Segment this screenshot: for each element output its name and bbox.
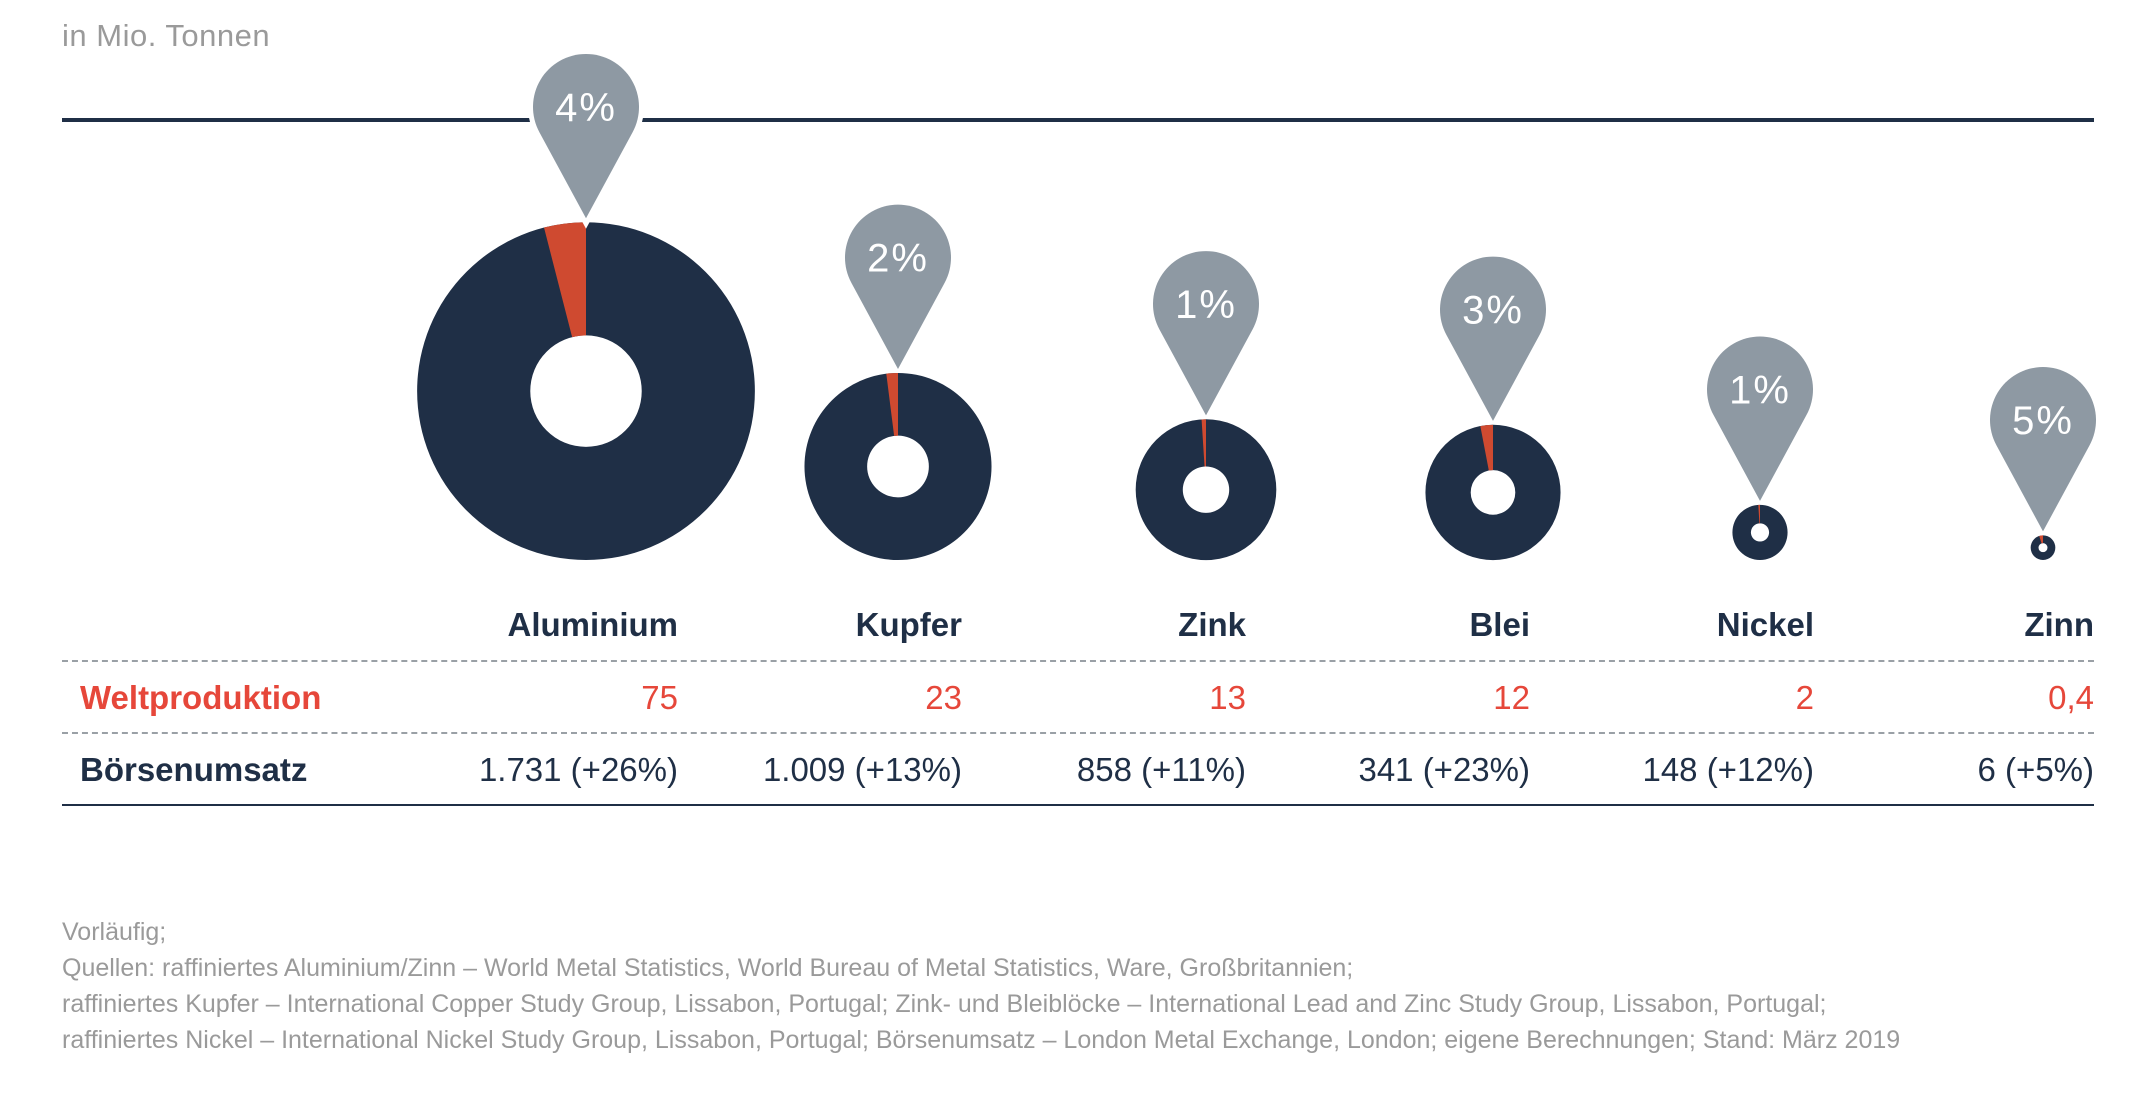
- production-value: 13: [1209, 679, 1246, 716]
- donut-ring: [417, 222, 755, 560]
- row-divider: [62, 660, 2094, 662]
- share-pin: [528, 49, 644, 229]
- trade-value: 341 (+23%): [1358, 751, 1530, 788]
- share-pin: [845, 204, 952, 369]
- table-bottom-rule: [62, 804, 2094, 806]
- share-segment: [2039, 535, 2043, 544]
- note-line: Vorläufig;: [62, 918, 167, 946]
- column-header: Kupfer: [855, 606, 962, 643]
- header-row: Aluminium Kupfer Zink Blei Nickel Zinn: [62, 590, 2095, 662]
- column-header: Blei: [1469, 606, 1530, 643]
- share-pin: [1990, 367, 2097, 532]
- donut-zinn: 5%: [1990, 367, 2097, 560]
- production-value: 75: [641, 679, 678, 716]
- share-label: 5%: [2012, 399, 2074, 443]
- donut-nickel: 1%: [1707, 336, 1813, 560]
- donut-chart: 4% 2% 1% 3% 1% 5%: [417, 49, 2097, 561]
- production-row-label: Weltproduktion: [80, 679, 322, 716]
- donut-kupfer: 2%: [804, 204, 992, 561]
- share-label: 4%: [555, 86, 617, 130]
- production-row: Weltproduktion 75 23 13 12 2 0,4: [62, 662, 2094, 734]
- production-value: 12: [1493, 679, 1530, 716]
- share-segment: [1480, 424, 1493, 471]
- share-pin: [1153, 251, 1259, 416]
- donut-blei: 3%: [1425, 256, 1561, 561]
- share-label: 2%: [867, 237, 929, 281]
- donut-ring: [1135, 419, 1277, 561]
- note-line: raffiniertes Nickel – International Nick…: [62, 1026, 1901, 1054]
- trade-value: 6 (+5%): [1977, 751, 2094, 788]
- note-line: Quellen: raffiniertes Aluminium/Zinn – W…: [62, 954, 1354, 982]
- column-header: Zink: [1178, 606, 1246, 643]
- production-value: 23: [925, 679, 962, 716]
- share-label: 1%: [1729, 369, 1791, 413]
- donut-ring: [2030, 535, 2056, 560]
- share-label: 3%: [1462, 289, 1524, 333]
- note-line: raffiniertes Kupfer – International Copp…: [62, 990, 1827, 1018]
- donut-ring: [804, 372, 992, 561]
- share-pin: [1707, 336, 1813, 501]
- trade-value: 1.731 (+26%): [478, 751, 678, 788]
- source-notes: Vorläufig; Quellen: raffiniertes Alumini…: [62, 914, 1900, 1058]
- production-value: 2: [1795, 679, 1814, 716]
- donut-ring: [1425, 424, 1561, 561]
- trade-value: 858 (+11%): [1076, 751, 1246, 788]
- share-pin: [1440, 256, 1546, 421]
- data-table: Aluminium Kupfer Zink Blei Nickel Zinn W…: [62, 590, 2094, 806]
- column-header: Zinn: [2024, 606, 2094, 643]
- trade-value: 148 (+12%): [1642, 751, 1814, 788]
- share-segment: [544, 222, 586, 338]
- donut-ring: [1732, 504, 1788, 560]
- trade-row-label: Börsenumsatz: [80, 751, 308, 788]
- column-header: Nickel: [1716, 606, 1814, 643]
- row-divider: [62, 732, 2094, 734]
- unit-label: in Mio. Tonnen: [62, 18, 271, 53]
- share-segment: [1201, 419, 1206, 467]
- trade-row: Börsenumsatz 1.731 (+26%) 1.009 (+13%) 8…: [62, 734, 2094, 806]
- share-label: 1%: [1175, 283, 1237, 327]
- top-rule: [62, 118, 2094, 122]
- production-value: 0,4: [2048, 679, 2094, 716]
- donut-aluminium: 4%: [417, 49, 755, 560]
- column-header: Aluminium: [507, 606, 679, 643]
- trade-value: 1.009 (+13%): [762, 751, 962, 788]
- share-segment: [1758, 504, 1760, 524]
- share-segment: [886, 372, 898, 436]
- donut-zink: 1%: [1135, 251, 1277, 561]
